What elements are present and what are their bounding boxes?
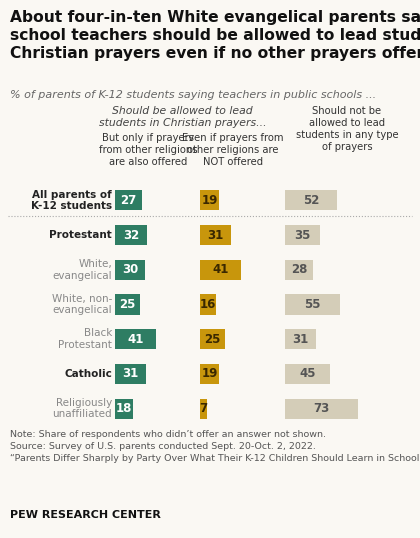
Bar xyxy=(285,190,337,210)
Text: Note: Share of respondents who didn’t offer an answer not shown.
Source: Survey : Note: Share of respondents who didn’t of… xyxy=(10,430,420,463)
Text: 45: 45 xyxy=(299,367,316,380)
Text: 55: 55 xyxy=(304,298,321,311)
Text: Even if prayers from
other religions are
NOT offered: Even if prayers from other religions are… xyxy=(182,133,284,167)
Bar xyxy=(115,260,145,280)
Bar xyxy=(200,399,207,419)
Text: White, non-
evangelical: White, non- evangelical xyxy=(52,294,112,315)
Text: Protestant: Protestant xyxy=(49,230,112,240)
Bar xyxy=(115,399,133,419)
Text: 19: 19 xyxy=(201,194,218,207)
Bar xyxy=(285,364,330,384)
Text: Should not be
allowed to lead
students in any type
of prayers: Should not be allowed to lead students i… xyxy=(296,106,398,152)
Bar xyxy=(115,364,146,384)
Text: 41: 41 xyxy=(127,332,144,346)
Bar xyxy=(285,225,320,245)
Text: 31: 31 xyxy=(292,332,309,346)
Bar xyxy=(285,260,313,280)
Text: All parents of
K-12 students: All parents of K-12 students xyxy=(31,189,112,211)
Bar xyxy=(285,294,340,315)
Text: White,
evangelical: White, evangelical xyxy=(52,259,112,281)
Bar xyxy=(285,399,358,419)
Text: Catholic: Catholic xyxy=(64,369,112,379)
Text: Religiously
unaffiliated: Religiously unaffiliated xyxy=(52,398,112,420)
Text: 28: 28 xyxy=(291,263,307,277)
Text: 19: 19 xyxy=(201,367,218,380)
Bar xyxy=(115,294,140,315)
Text: 18: 18 xyxy=(116,402,132,415)
Bar xyxy=(115,225,147,245)
Text: 41: 41 xyxy=(213,263,228,277)
Text: 31: 31 xyxy=(122,367,139,380)
Text: % of parents of K-12 students saying teachers in public schools ...: % of parents of K-12 students saying tea… xyxy=(10,90,376,100)
Text: Should be allowed to lead
students in Christian prayers...: Should be allowed to lead students in Ch… xyxy=(99,106,266,129)
Bar xyxy=(200,364,219,384)
Text: 16: 16 xyxy=(200,298,216,311)
Bar xyxy=(200,260,241,280)
Text: 25: 25 xyxy=(119,298,136,311)
Bar xyxy=(200,294,216,315)
Bar xyxy=(285,329,316,349)
Text: 30: 30 xyxy=(122,263,138,277)
Text: 27: 27 xyxy=(121,194,136,207)
Bar xyxy=(200,225,231,245)
Text: 35: 35 xyxy=(294,229,311,242)
Text: But only if prayers
from other religions
are also offered: But only if prayers from other religions… xyxy=(99,133,197,167)
Text: 31: 31 xyxy=(207,229,223,242)
Text: 73: 73 xyxy=(313,402,330,415)
Text: 52: 52 xyxy=(303,194,319,207)
Bar xyxy=(115,329,156,349)
Text: PEW RESEARCH CENTER: PEW RESEARCH CENTER xyxy=(10,510,161,520)
Text: 32: 32 xyxy=(123,229,139,242)
Bar xyxy=(200,190,219,210)
Bar xyxy=(200,329,225,349)
Text: About four-in-ten White evangelical parents say public
school teachers should be: About four-in-ten White evangelical pare… xyxy=(10,10,420,61)
Bar xyxy=(115,190,142,210)
Text: Black
Protestant: Black Protestant xyxy=(58,328,112,350)
Text: 25: 25 xyxy=(204,332,221,346)
Text: 7: 7 xyxy=(200,402,207,415)
